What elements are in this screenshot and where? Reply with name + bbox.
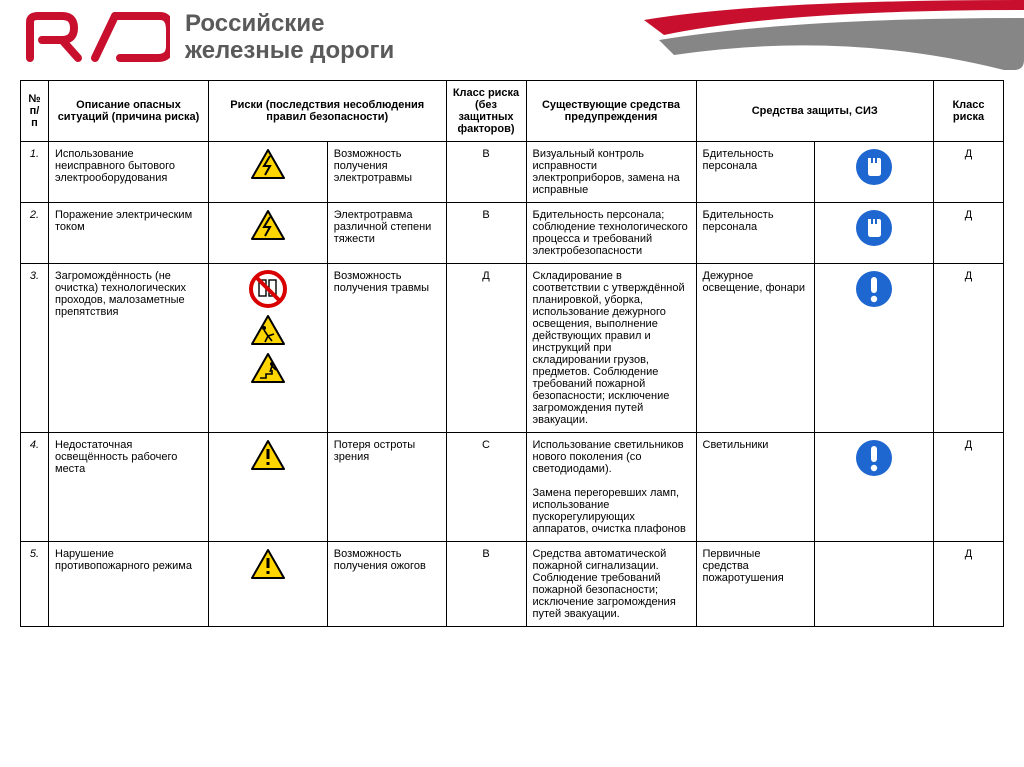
gloves-icon [855,209,893,247]
header-row: № п/п Описание опасных ситуаций (причина… [21,81,1004,142]
attention-icon [855,270,893,308]
row-desc: Нарушение противопожарного режима [49,542,209,627]
gloves-icon [855,148,893,186]
row-risk-icons [209,264,328,433]
row-protection-icons [815,264,934,433]
row-desc: Поражение электрическим током [49,203,209,264]
warning-icon [250,548,286,580]
electric-icon [250,148,286,180]
row-class1: В [446,203,526,264]
col-protection-header: Средства защиты, СИЗ [696,81,934,142]
row-risk-text: Возможность получения ожогов [327,542,446,627]
row-desc: Недостаточная освещённость рабочего мест… [49,433,209,542]
row-protection-icons [815,542,934,627]
fall-icon [250,352,286,384]
row-prevention: Визуальный контроль исправности электроп… [526,142,696,203]
risk-table-container: № п/п Описание опасных ситуаций (причина… [0,70,1024,637]
brand-line2: железные дороги [185,38,394,64]
col-risks-header: Риски (последствия несоблюдения правил б… [209,81,447,142]
row-desc: Использование неисправного бытового элек… [49,142,209,203]
row-protection-text: Дежурное освещение, фонари [696,264,815,433]
row-desc: Загромождённость (не очистка) технологич… [49,264,209,433]
row-class2: Д [934,264,1004,433]
row-risk-text: Возможность получения травмы [327,264,446,433]
row-protection-text: Бдительность персонала [696,203,815,264]
row-risk-text: Потеря остроты зрения [327,433,446,542]
row-num: 2. [21,203,49,264]
col-num-header: № п/п [21,81,49,142]
trip-icon [250,314,286,346]
table-row: 4. Недостаточная освещённость рабочего м… [21,433,1004,542]
table-row: 1. Использование неисправного бытового э… [21,142,1004,203]
rzd-logo-icon [20,10,170,65]
brand-line1: Российские [185,11,394,37]
row-risk-icons [209,542,328,627]
row-class2: Д [934,542,1004,627]
row-prevention: Использование светильников нового поколе… [526,433,696,542]
row-num: 4. [21,433,49,542]
row-protection-icons [815,203,934,264]
row-risk-icons [209,142,328,203]
electric-icon [250,209,286,241]
risk-table: № п/п Описание опасных ситуаций (причина… [20,80,1004,627]
no-obstruction-icon [249,270,287,308]
attention-icon [855,439,893,477]
row-risk-text: Возможность получения электротравмы [327,142,446,203]
row-class1: В [446,142,526,203]
row-class1: Д [446,264,526,433]
table-row: 5. Нарушение противопожарного режима Воз… [21,542,1004,627]
row-protection-text: Светильники [696,433,815,542]
col-prevention-header: Существующие средства предупреждения [526,81,696,142]
row-class2: Д [934,142,1004,203]
table-row: 3. Загромождённость (не очистка) техноло… [21,264,1004,433]
row-prevention: Складирование в соответствии с утверждён… [526,264,696,433]
warning-icon [250,439,286,471]
row-class1: С [446,433,526,542]
row-class1: В [446,542,526,627]
row-protection-text: Первичные средства пожаротушения [696,542,815,627]
header-swoosh-icon [644,0,1024,70]
row-num: 5. [21,542,49,627]
row-risk-icons [209,203,328,264]
page-header: Российские железные дороги [0,0,1024,70]
row-prevention: Средства автоматической пожарной сигнали… [526,542,696,627]
logo-block: Российские железные дороги [20,10,394,65]
row-prevention: Бдительность персонала; соблюдение техно… [526,203,696,264]
row-class2: Д [934,203,1004,264]
col-class2-header: Класс риска [934,81,1004,142]
table-row: 2. Поражение электрическим током Электро… [21,203,1004,264]
brand-title: Российские железные дороги [185,11,394,64]
row-risk-text: Электротравма различной степени тяжести [327,203,446,264]
table-body: 1. Использование неисправного бытового э… [21,142,1004,627]
row-class2: Д [934,433,1004,542]
row-protection-icons [815,142,934,203]
row-risk-icons [209,433,328,542]
row-protection-text: Бдительность персонала [696,142,815,203]
col-class1-header: Класс риска (без защитных факторов) [446,81,526,142]
row-protection-icons [815,433,934,542]
row-num: 3. [21,264,49,433]
row-num: 1. [21,142,49,203]
col-desc-header: Описание опасных ситуаций (причина риска… [49,81,209,142]
